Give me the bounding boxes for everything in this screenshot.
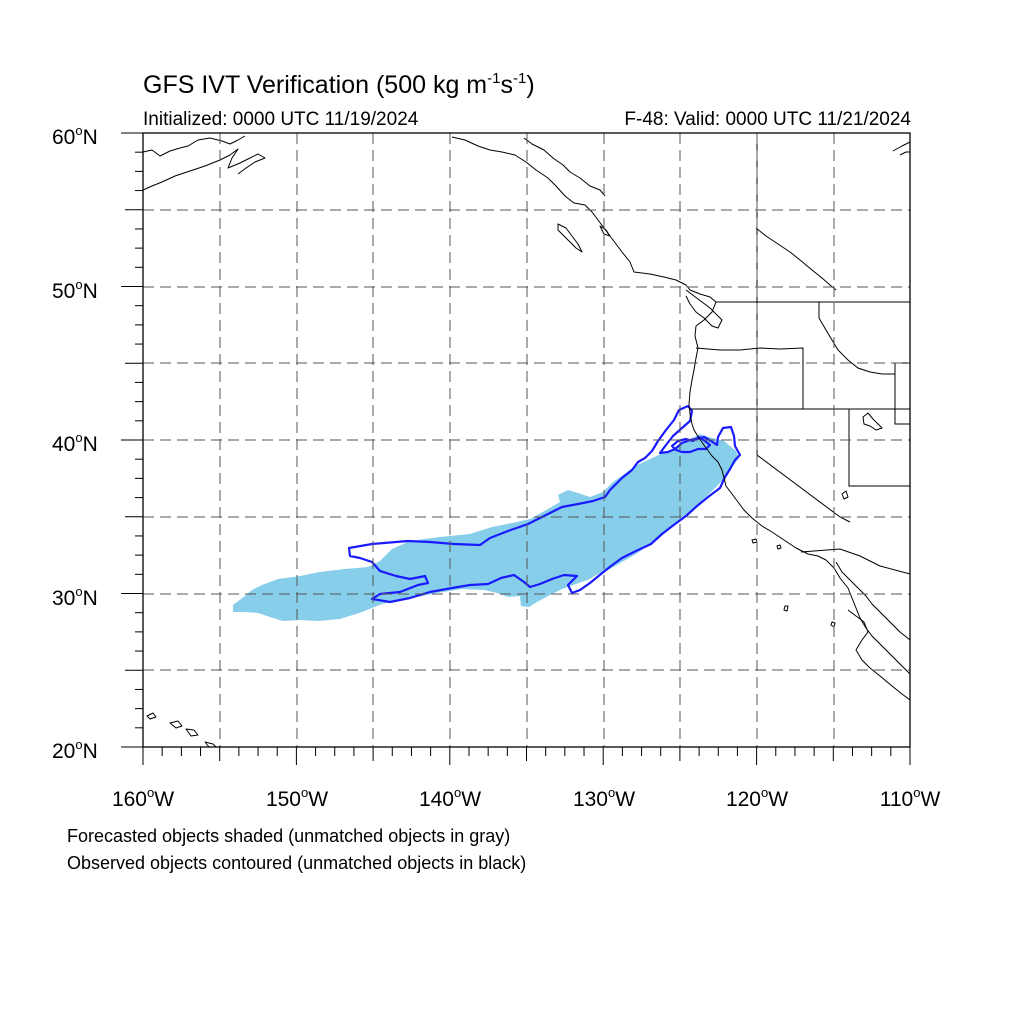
- graticule: [143, 133, 910, 747]
- lon-label-160: 160oW: [112, 785, 174, 812]
- observed-contour-inner: [670, 435, 712, 454]
- lat-label-40: 40oN: [52, 430, 98, 457]
- degree-symbol: o: [453, 785, 462, 800]
- lon-label-120: 120oW: [726, 785, 788, 812]
- lon-label-110: 110oW: [880, 785, 941, 812]
- lon-160-value: 160: [111, 788, 147, 811]
- lat-label-20: 20oN: [52, 737, 98, 764]
- lon-suffix: W: [920, 788, 941, 811]
- note-forecast-shading: Forecasted objects shaded (unmatched obj…: [67, 826, 511, 846]
- lat-suffix: N: [82, 740, 98, 763]
- degree-symbol: o: [75, 737, 83, 752]
- degree-symbol: o: [300, 785, 309, 800]
- lat-label-50: 50oN: [52, 277, 98, 304]
- degree-symbol: o: [75, 123, 83, 138]
- lat-suffix: N: [82, 433, 98, 456]
- lon-130-value: 130: [572, 788, 608, 811]
- lat-50-value: 50: [52, 280, 76, 303]
- forecast-object-shading: [233, 434, 739, 621]
- lat-40-value: 40: [52, 433, 76, 456]
- lat-30-value: 30: [52, 587, 76, 610]
- title-exponent-1: -1: [487, 70, 501, 87]
- lon-140-value: 140: [418, 788, 454, 811]
- title-suffix: ): [526, 71, 535, 99]
- degree-symbol: o: [146, 785, 155, 800]
- observed-object-contour: [347, 404, 742, 604]
- degree-symbol: o: [913, 785, 921, 800]
- forecast-object-main: [233, 434, 739, 621]
- title-exponent-2: -1: [512, 70, 527, 87]
- observed-contour-main: [347, 404, 742, 604]
- title-prefix: GFS IVT Verification (500 kg m: [143, 71, 488, 99]
- lon-suffix: W: [615, 788, 636, 811]
- map-title: GFS IVT Verification (500 kg m-1s-1): [143, 70, 535, 100]
- lon-120-value: 120: [725, 788, 761, 811]
- lon-suffix: W: [154, 788, 175, 811]
- lat-label-60: 60oN: [52, 123, 98, 150]
- lat-suffix: N: [82, 126, 98, 149]
- degree-symbol: o: [607, 785, 616, 800]
- lat-60-value: 60: [52, 126, 76, 149]
- valid-time: F-48: Valid: 0000 UTC 11/21/2024: [624, 109, 911, 130]
- lon-suffix: W: [768, 788, 789, 811]
- lon-110-value: 110: [879, 788, 914, 811]
- axis-ticks: [121, 132, 911, 765]
- initialized-time: Initialized: 0000 UTC 11/19/2024: [143, 109, 419, 130]
- lat-label-30: 30oN: [52, 584, 98, 611]
- lat-20-value: 20: [52, 740, 76, 763]
- lon-label-150: 150oW: [266, 785, 328, 812]
- title-unit-s: s: [500, 71, 513, 99]
- coastlines: [142, 135, 911, 748]
- lon-suffix: W: [461, 788, 482, 811]
- degree-symbol: o: [75, 277, 83, 292]
- lon-label-140: 140oW: [419, 785, 481, 812]
- degree-symbol: o: [760, 785, 769, 800]
- lat-suffix: N: [82, 587, 98, 610]
- degree-symbol: o: [75, 584, 83, 599]
- degree-symbol: o: [75, 430, 83, 445]
- note-observed-contour: Observed objects contoured (unmatched ob…: [67, 853, 527, 873]
- political-boundaries: [689, 135, 911, 575]
- lon-150-value: 150: [265, 788, 301, 811]
- lon-label-130: 130oW: [573, 785, 635, 812]
- lat-suffix: N: [82, 280, 98, 303]
- lon-suffix: W: [308, 788, 329, 811]
